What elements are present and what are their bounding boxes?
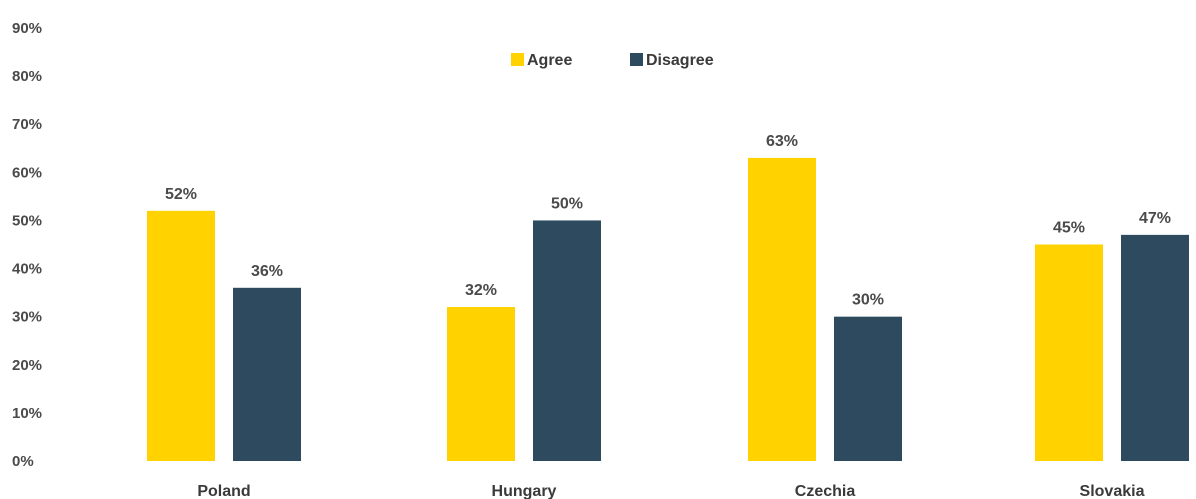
y-tick-label: 60% (12, 164, 42, 181)
y-axis: 0% 10% 20% 30% 40% 50% 60% 70% 80% 90% (12, 20, 42, 470)
bars (147, 157, 1189, 461)
bar-agree-hungary (447, 307, 515, 461)
data-labels: 52% 36% 32% 50% 63% 30% 45% 47% (165, 133, 1171, 309)
legend-label: Agree (527, 52, 572, 69)
y-tick-label: 0% (12, 453, 34, 470)
legend-label: Disagree (646, 52, 714, 69)
legend-swatch-agree (511, 53, 524, 66)
data-label: 50% (551, 195, 583, 212)
legend: Agree Disagree (511, 52, 714, 69)
bar-disagree-slovakia (1121, 234, 1189, 461)
x-tick-label: Slovakia (1080, 483, 1145, 499)
x-tick-label: Hungary (492, 483, 557, 499)
bar-agree-slovakia (1035, 244, 1103, 461)
bar-agree-czechia (748, 157, 816, 461)
y-tick-label: 90% (12, 20, 42, 37)
legend-swatch-disagree (630, 53, 643, 66)
bar-disagree-hungary (533, 220, 601, 461)
y-tick-label: 30% (12, 309, 42, 326)
y-tick-label: 70% (12, 116, 42, 133)
x-axis: Poland Hungary Czechia Slovakia (197, 483, 1144, 499)
data-label: 45% (1053, 220, 1085, 237)
y-tick-label: 20% (12, 357, 42, 374)
bar-disagree-czechia (834, 316, 902, 461)
data-label: 36% (251, 263, 283, 280)
data-label: 52% (165, 186, 197, 203)
y-tick-label: 10% (12, 405, 42, 422)
x-tick-label: Poland (197, 483, 250, 499)
data-label: 47% (1139, 210, 1171, 227)
y-tick-label: 80% (12, 68, 42, 85)
y-tick-label: 40% (12, 261, 42, 278)
bar-disagree-poland (233, 287, 301, 461)
y-tick-label: 50% (12, 212, 42, 229)
x-tick-label: Czechia (795, 483, 856, 499)
data-label: 63% (766, 133, 798, 150)
bar-agree-poland (147, 210, 215, 461)
data-label: 32% (465, 282, 497, 299)
data-label: 30% (852, 292, 884, 309)
